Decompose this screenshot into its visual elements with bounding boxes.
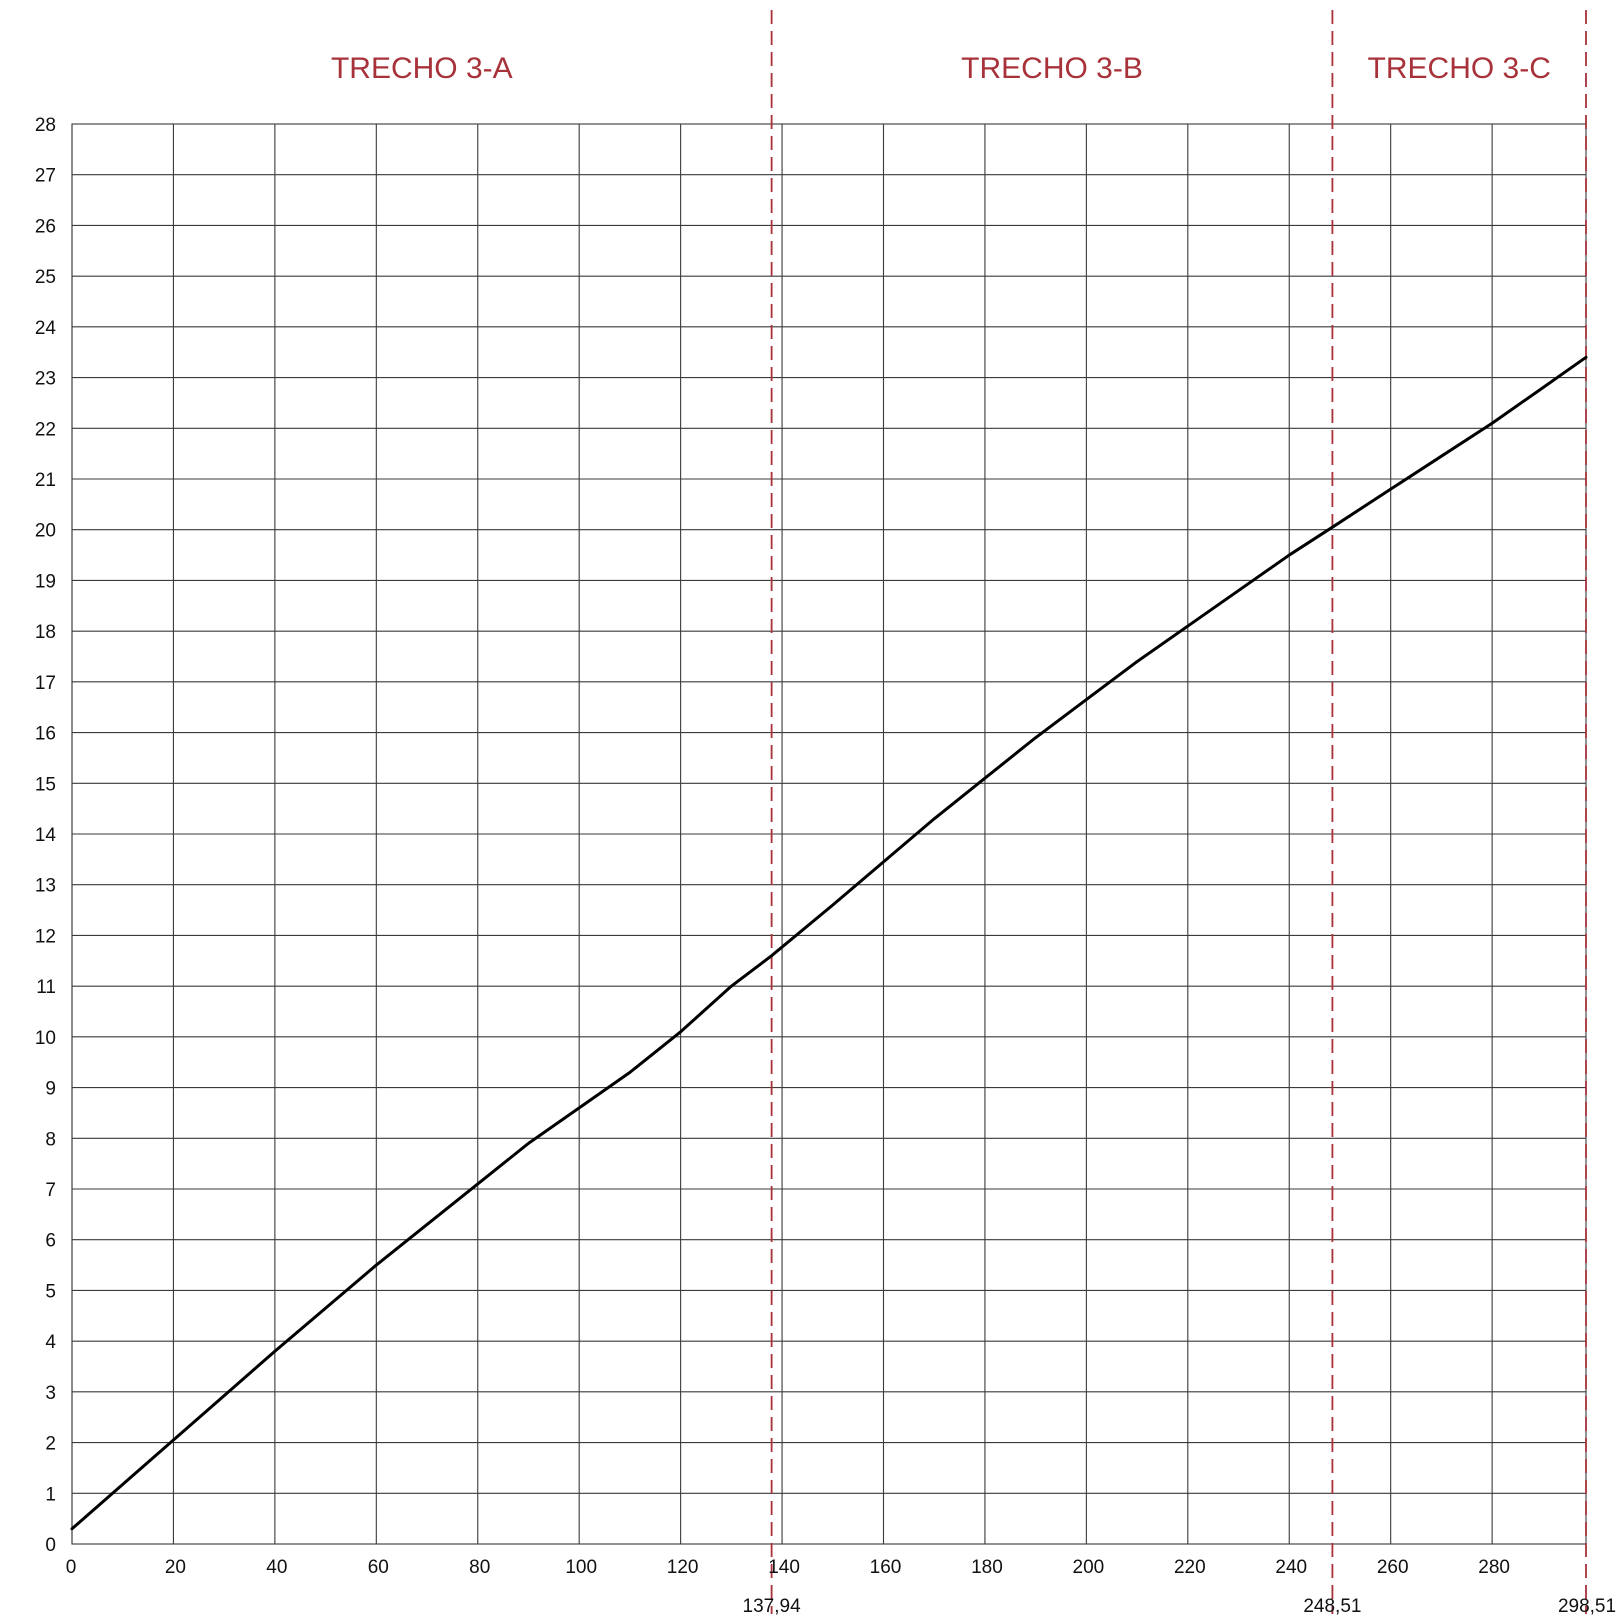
y-tick-label: 26 <box>35 216 56 237</box>
y-tick-label: 21 <box>35 470 56 491</box>
y-tick-label: 18 <box>35 622 56 643</box>
x-tick-label: 80 <box>469 1557 490 1578</box>
x-tick-label: 180 <box>971 1557 1003 1578</box>
y-tick-label: 10 <box>35 1028 56 1049</box>
series-line <box>70 355 1588 1531</box>
y-tick-label: 5 <box>45 1281 56 1302</box>
y-tick-label: 28 <box>35 115 56 136</box>
y-tick-label: 14 <box>35 825 57 846</box>
y-tick-label: 3 <box>45 1383 56 1404</box>
y-tick-label: 12 <box>35 926 56 947</box>
grid <box>71 123 1587 1545</box>
y-tick-label: 23 <box>35 369 56 390</box>
x-tick-label: 240 <box>1275 1557 1307 1578</box>
y-tick-label: 0 <box>45 1535 56 1556</box>
y-tick-label: 2 <box>45 1434 56 1455</box>
section-title: TRECHO 3-B <box>961 52 1143 85</box>
y-tick-label: 16 <box>35 724 56 745</box>
x-tick-label: 0 <box>66 1557 77 1578</box>
y-tick-label: 1 <box>45 1484 56 1505</box>
y-tick-label: 22 <box>35 419 56 440</box>
x-tick-label: 140 <box>768 1557 800 1578</box>
y-tick-label: 24 <box>35 318 57 339</box>
y-tick-label: 4 <box>45 1332 56 1353</box>
section-divider-label: 248,51 <box>1303 1596 1361 1617</box>
x-tick-label: 200 <box>1073 1557 1105 1578</box>
labels: 0123456789101112131415161718192021222324… <box>35 52 1616 1617</box>
x-tick-label: 60 <box>368 1557 389 1578</box>
y-tick-label: 6 <box>45 1231 56 1252</box>
section-divider-label: 298,51 <box>1558 1596 1616 1617</box>
y-tick-label: 13 <box>35 876 56 897</box>
y-tick-label: 7 <box>45 1180 56 1201</box>
y-tick-label: 15 <box>35 774 56 795</box>
x-tick-label: 100 <box>565 1557 597 1578</box>
y-tick-label: 11 <box>36 977 56 998</box>
x-tick-label: 280 <box>1478 1557 1510 1578</box>
y-tick-label: 20 <box>35 521 56 542</box>
section-dividers <box>770 10 1587 1614</box>
series-layer <box>70 355 1588 1531</box>
y-tick-label: 25 <box>35 267 56 288</box>
y-tick-label: 19 <box>35 571 56 592</box>
x-tick-label: 40 <box>266 1557 287 1578</box>
section-title: TRECHO 3-C <box>1368 52 1551 85</box>
y-tick-label: 8 <box>45 1129 56 1150</box>
x-tick-label: 120 <box>667 1557 699 1578</box>
y-tick-label: 9 <box>45 1079 56 1100</box>
section-divider-label: 137,94 <box>743 1596 802 1617</box>
section-title: TRECHO 3-A <box>331 52 513 85</box>
x-tick-label: 160 <box>870 1557 902 1578</box>
x-tick-label: 20 <box>165 1557 186 1578</box>
x-tick-label: 220 <box>1174 1557 1206 1578</box>
x-tick-label: 260 <box>1377 1557 1409 1578</box>
y-tick-label: 17 <box>35 673 56 694</box>
y-tick-label: 27 <box>35 166 56 187</box>
